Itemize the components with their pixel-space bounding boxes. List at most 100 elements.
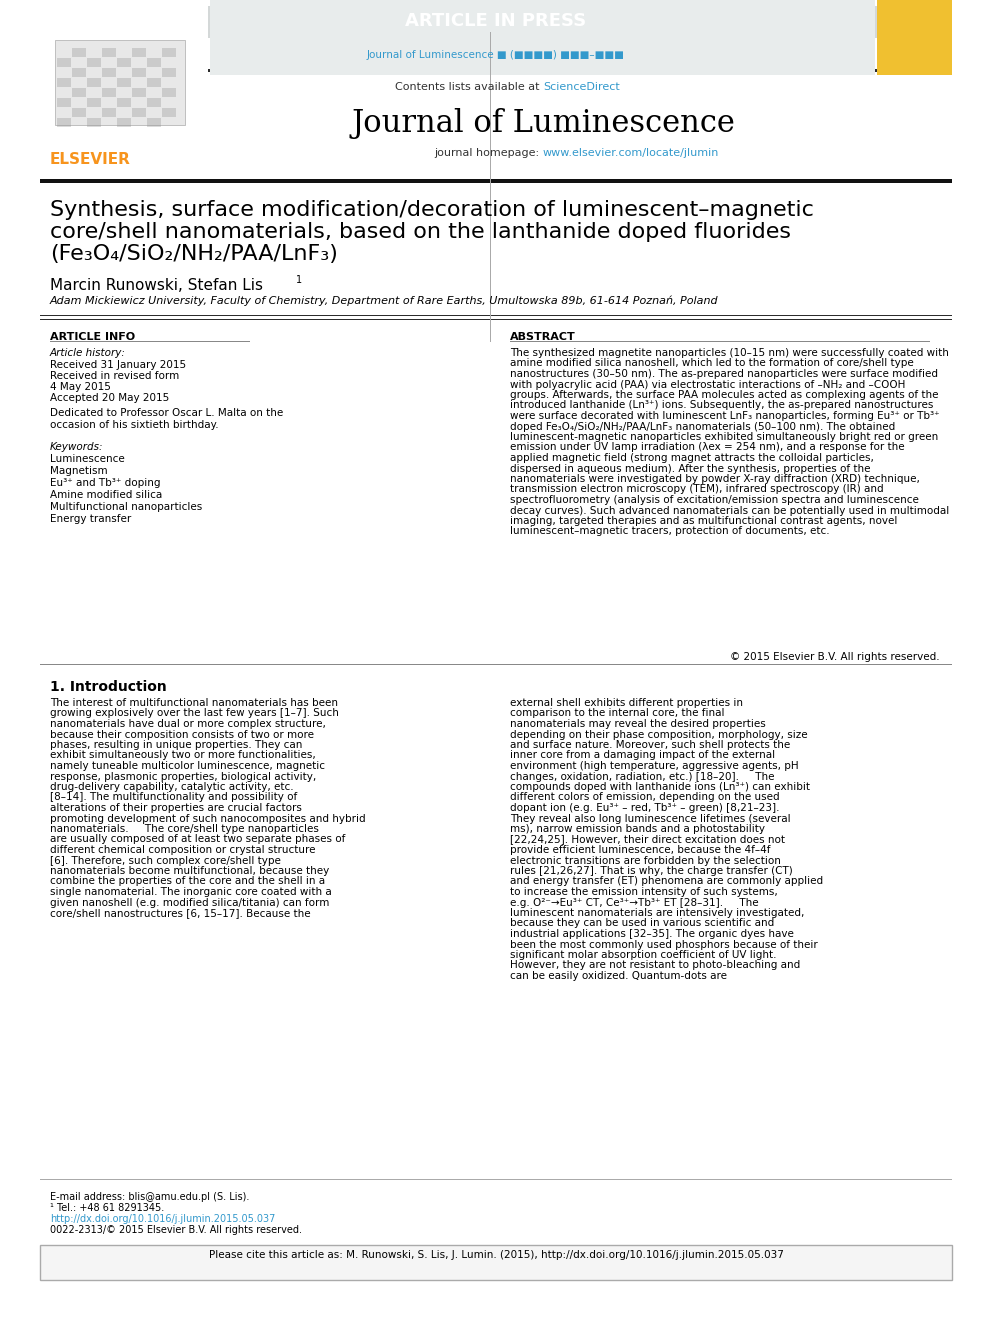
Text: groups. Afterwards, the surface PAA molecules acted as complexing agents of the: groups. Afterwards, the surface PAA mole…: [510, 390, 938, 400]
Text: amine modified silica nanoshell, which led to the formation of core/shell type: amine modified silica nanoshell, which l…: [510, 359, 914, 369]
Text: to increase the emission intensity of such systems,: to increase the emission intensity of su…: [510, 886, 778, 897]
Bar: [210, 0, 875, 75]
Bar: [40, 315, 952, 316]
Text: introduced lanthanide (Ln³⁺) ions. Subsequently, the as-prepared nanostructures: introduced lanthanide (Ln³⁺) ions. Subse…: [510, 401, 933, 410]
Bar: [117, 78, 131, 87]
Text: nanomaterials may reveal the desired properties: nanomaterials may reveal the desired pro…: [510, 718, 766, 729]
Text: Marcin Runowski, Stefan Lis: Marcin Runowski, Stefan Lis: [50, 278, 263, 292]
Text: 1: 1: [296, 275, 303, 284]
Text: with polyacrylic acid (PAA) via electrostatic interactions of –NH₂ and –COOH: with polyacrylic acid (PAA) via electros…: [510, 380, 906, 389]
Bar: [75, 7, 917, 38]
Text: phases, resulting in unique properties. They can: phases, resulting in unique properties. …: [50, 740, 303, 750]
Text: transmission electron microscopy (TEM), infrared spectroscopy (IR) and: transmission electron microscopy (TEM), …: [510, 484, 884, 495]
Text: ms), narrow emission bands and a photostability: ms), narrow emission bands and a photost…: [510, 824, 765, 833]
Text: LUMINESCENCE: LUMINESCENCE: [911, 79, 917, 140]
Text: luminescent-magnetic nanoparticles exhibited simultaneously bright red or green: luminescent-magnetic nanoparticles exhib…: [510, 433, 938, 442]
Text: core/shell nanomaterials, based on the lanthanide doped fluorides: core/shell nanomaterials, based on the l…: [50, 222, 791, 242]
Text: dopant ion (e.g. Eu³⁺ – red, Tb³⁺ – green) [8,21–23].: dopant ion (e.g. Eu³⁺ – red, Tb³⁺ – gree…: [510, 803, 780, 814]
Bar: [87, 118, 101, 127]
Bar: [147, 118, 161, 127]
Text: Eu³⁺ and Tb³⁺ doping: Eu³⁺ and Tb³⁺ doping: [50, 478, 161, 488]
Bar: [87, 98, 101, 107]
Text: ARTICLE IN PRESS: ARTICLE IN PRESS: [406, 12, 586, 30]
Text: different chemical composition or crystal structure: different chemical composition or crysta…: [50, 845, 315, 855]
Bar: [117, 58, 131, 67]
Text: Dedicated to Professor Oscar L. Malta on the
occasion of his sixtieth birthday.: Dedicated to Professor Oscar L. Malta on…: [50, 407, 284, 430]
Text: Journal of Luminescence ■ (■■■■) ■■■–■■■: Journal of Luminescence ■ (■■■■) ■■■–■■■: [367, 50, 625, 60]
Text: depending on their phase composition, morphology, size: depending on their phase composition, mo…: [510, 729, 807, 740]
Text: www.elsevier.com/locate/jlumin: www.elsevier.com/locate/jlumin: [543, 148, 719, 157]
Bar: [87, 78, 101, 87]
Text: electronic transitions are forbidden by the selection: electronic transitions are forbidden by …: [510, 856, 781, 865]
Bar: [57, 98, 71, 107]
Bar: [147, 98, 161, 107]
Bar: [57, 118, 71, 127]
Text: nanomaterials have dual or more complex structure,: nanomaterials have dual or more complex …: [50, 718, 326, 729]
Text: Magnetism: Magnetism: [50, 466, 107, 476]
Text: [6]. Therefore, such complex core/shell type: [6]. Therefore, such complex core/shell …: [50, 856, 281, 865]
Text: applied magnetic field (strong magnet attracts the colloidal particles,: applied magnetic field (strong magnet at…: [510, 452, 874, 463]
Text: rules [21,26,27]. That is why, the charge transfer (CT): rules [21,26,27]. That is why, the charg…: [510, 867, 793, 876]
Text: Keywords:: Keywords:: [50, 442, 103, 452]
Bar: [55, 40, 185, 124]
Text: e.g. O²⁻→Eu³⁺ CT, Ce³⁺→Tb³⁺ ET [28–31].     The: e.g. O²⁻→Eu³⁺ CT, Ce³⁺→Tb³⁺ ET [28–31]. …: [510, 897, 759, 908]
Text: external shell exhibits different properties in: external shell exhibits different proper…: [510, 699, 743, 708]
Text: © 2015 Elsevier B.V. All rights reserved.: © 2015 Elsevier B.V. All rights reserved…: [730, 652, 940, 662]
Text: 1. Introduction: 1. Introduction: [50, 680, 167, 695]
Text: E-mail address: blis@amu.edu.pl (S. Lis).: E-mail address: blis@amu.edu.pl (S. Lis)…: [50, 1192, 249, 1203]
Bar: [877, 0, 952, 75]
Text: and energy transfer (ET) phenomena are commonly applied: and energy transfer (ET) phenomena are c…: [510, 877, 823, 886]
Text: given nanoshell (e.g. modified silica/titania) can form: given nanoshell (e.g. modified silica/ti…: [50, 897, 329, 908]
Text: exhibit simultaneously two or more functionalities,: exhibit simultaneously two or more funct…: [50, 750, 315, 761]
Text: can be easily oxidized. Quantum-dots are: can be easily oxidized. Quantum-dots are: [510, 971, 727, 980]
Text: Adam Mickiewicz University, Faculty of Chemistry, Department of Rare Earths, Umu: Adam Mickiewicz University, Faculty of C…: [50, 296, 718, 307]
Text: ¹ Tel.: +48 61 8291345.: ¹ Tel.: +48 61 8291345.: [50, 1203, 165, 1213]
Text: ScienceDirect: ScienceDirect: [543, 82, 620, 93]
Bar: [147, 58, 161, 67]
Text: ARTICLE INFO: ARTICLE INFO: [50, 332, 135, 343]
Bar: [132, 89, 146, 97]
Text: The interest of multifunctional nanomaterials has been: The interest of multifunctional nanomate…: [50, 699, 338, 708]
Text: environment (high temperature, aggressive agents, pH: environment (high temperature, aggressiv…: [510, 761, 799, 771]
Text: core/shell nanostructures [6, 15–17]. Because the: core/shell nanostructures [6, 15–17]. Be…: [50, 908, 310, 918]
Bar: [102, 67, 116, 77]
Text: 4 May 2015: 4 May 2015: [50, 382, 111, 392]
Text: doped Fe₃O₄/SiO₂/NH₂/PAA/LnF₃ nanomaterials (50–100 nm). The obtained: doped Fe₃O₄/SiO₂/NH₂/PAA/LnF₃ nanomateri…: [510, 422, 895, 431]
Text: response, plasmonic properties, biological activity,: response, plasmonic properties, biologic…: [50, 771, 316, 782]
Bar: [72, 108, 86, 116]
Text: http://dx.doi.org/10.1016/j.jlumin.2015.05.037: http://dx.doi.org/10.1016/j.jlumin.2015.…: [50, 1215, 276, 1224]
Text: provide efficient luminescence, because the 4f–4f: provide efficient luminescence, because …: [510, 845, 771, 855]
Text: drug-delivery capability, catalytic activity, etc.: drug-delivery capability, catalytic acti…: [50, 782, 294, 792]
Bar: [162, 67, 176, 77]
Text: namely tuneable multicolor luminescence, magnetic: namely tuneable multicolor luminescence,…: [50, 761, 325, 771]
Text: different colors of emission, depending on the used: different colors of emission, depending …: [510, 792, 780, 803]
Bar: [102, 108, 116, 116]
Text: Journal of Luminescence: Journal of Luminescence: [351, 108, 735, 139]
Bar: [132, 67, 146, 77]
Text: Article history:: Article history:: [50, 348, 126, 359]
Text: because they can be used in various scientific and: because they can be used in various scie…: [510, 918, 774, 929]
Bar: [40, 1245, 952, 1279]
Bar: [40, 0, 208, 75]
Bar: [72, 67, 86, 77]
Text: nanomaterials become multifunctional, because they: nanomaterials become multifunctional, be…: [50, 867, 329, 876]
Text: Amine modified silica: Amine modified silica: [50, 490, 163, 500]
Text: are usually composed of at least two separate phases of: are usually composed of at least two sep…: [50, 835, 345, 844]
Text: were surface decorated with luminescent LnF₃ nanoparticles, forming Eu³⁺ or Tb³⁺: were surface decorated with luminescent …: [510, 411, 939, 421]
Text: alterations of their properties are crucial factors: alterations of their properties are cruc…: [50, 803, 302, 814]
Text: comparison to the internal core, the final: comparison to the internal core, the fin…: [510, 709, 724, 718]
Text: industrial applications [32–35]. The organic dyes have: industrial applications [32–35]. The org…: [510, 929, 794, 939]
Bar: [87, 58, 101, 67]
Bar: [40, 319, 952, 320]
Bar: [117, 118, 131, 127]
Bar: [40, 664, 952, 665]
Text: emission under UV lamp irradiation (λex = 254 nm), and a response for the: emission under UV lamp irradiation (λex …: [510, 442, 905, 452]
Bar: [40, 179, 952, 183]
Text: [22,24,25]. However, their direct excitation does not: [22,24,25]. However, their direct excita…: [510, 835, 785, 844]
Text: been the most commonly used phosphors because of their: been the most commonly used phosphors be…: [510, 939, 817, 950]
Text: promoting development of such nanocomposites and hybrid: promoting development of such nanocompos…: [50, 814, 366, 823]
Text: However, they are not resistant to photo-bleaching and: However, they are not resistant to photo…: [510, 960, 801, 971]
Text: Synthesis, surface modification/decoration of luminescent–magnetic: Synthesis, surface modification/decorati…: [50, 200, 813, 220]
Text: Received in revised form: Received in revised form: [50, 370, 180, 381]
Text: Accepted 20 May 2015: Accepted 20 May 2015: [50, 393, 170, 404]
